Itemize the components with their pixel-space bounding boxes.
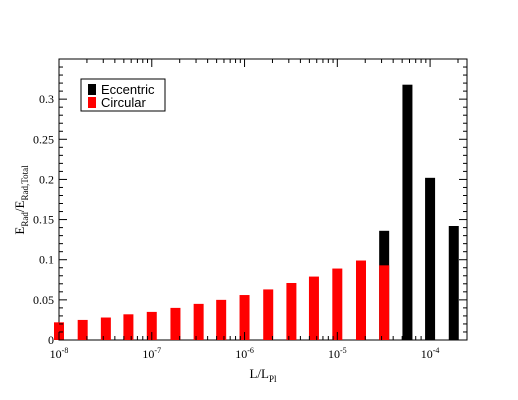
bar-circular — [193, 303, 204, 340]
bar-circular — [170, 307, 181, 340]
y-tick-label: 0.2 — [39, 172, 54, 186]
bar-circular — [308, 276, 319, 340]
bar-circular — [263, 289, 274, 340]
bar-circular — [286, 282, 297, 340]
y-tick-label: 0.25 — [33, 132, 54, 146]
x-tick-label: 10-5 — [328, 346, 347, 361]
legend-swatch-eccentric — [88, 84, 96, 95]
y-tick-label: 0.3 — [39, 92, 54, 106]
legend-swatch-circular — [88, 97, 96, 108]
x-axis-label: L/LPl — [249, 366, 277, 384]
x-ticks: 10-8 10-7 10-6 10-5 10-4 — [50, 59, 459, 361]
bar-circular — [216, 299, 227, 340]
legend-label-eccentric: Eccentric — [101, 82, 155, 97]
plot-area — [58, 58, 468, 341]
bar-circular — [355, 260, 366, 340]
y-ticks: 0 0.05 0.1 0.15 0.2 0.25 0.3 — [33, 58, 467, 347]
bar-circular — [146, 311, 157, 340]
x-tick-label: 10-6 — [235, 346, 254, 361]
y-tick-label: 0 — [48, 333, 54, 347]
y-tick-label: 0.05 — [33, 293, 54, 307]
legend-label-circular: Circular — [101, 95, 146, 110]
x-tick-label: 10-8 — [50, 346, 69, 361]
y-tick-label: 0.15 — [33, 213, 54, 227]
x-tick-label: 10-7 — [142, 346, 161, 361]
bar-circular — [332, 268, 343, 340]
y-axis-label: ERad/ERad,Total — [12, 165, 30, 235]
bar-circular — [123, 314, 134, 340]
bar-eccentric — [448, 225, 459, 340]
bars — [54, 84, 459, 340]
bar-circular — [239, 295, 250, 340]
bar-circular — [54, 322, 64, 340]
y-tick-label: 0.1 — [39, 253, 54, 267]
x-tick-label: 10-4 — [421, 346, 440, 361]
legend: Eccentric Circular — [80, 78, 166, 112]
bar-eccentric — [402, 84, 413, 340]
bar-circular — [77, 319, 88, 340]
bar-circular — [100, 317, 111, 340]
bar-eccentric — [425, 177, 436, 340]
bar-circular — [379, 265, 390, 340]
